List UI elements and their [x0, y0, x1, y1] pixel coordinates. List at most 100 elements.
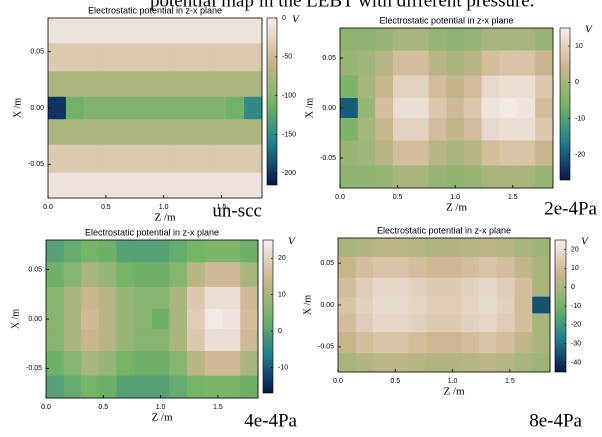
heat-cell [204, 262, 223, 288]
heat-cell [481, 75, 500, 99]
heat-cell [408, 238, 427, 258]
heat-cell [390, 313, 409, 333]
heat-cell [428, 75, 447, 99]
heat-cell [340, 28, 359, 51]
heat-cell [101, 43, 120, 72]
heat-cell [535, 28, 554, 51]
heat-cell [226, 18, 245, 44]
heat-cell [496, 256, 515, 279]
heat-cell [116, 286, 135, 310]
heat-cell [48, 43, 67, 72]
heat-cell [172, 43, 191, 72]
heat-cell [80, 240, 100, 263]
colorbar [266, 17, 278, 186]
heat-cell [517, 140, 536, 166]
heat-cell [357, 28, 376, 51]
heat-cell [444, 353, 462, 373]
heat-cell [461, 332, 480, 354]
heat-cell [204, 328, 223, 352]
heat-cell [535, 50, 554, 76]
heat-cell [83, 96, 102, 120]
heat-cell [83, 144, 102, 174]
x-tick-label: 0.0 [335, 194, 345, 201]
heat-cell [83, 172, 102, 199]
heat-cell [119, 172, 138, 199]
heat-cell [426, 313, 445, 333]
colorbar-tick-label: -50 [282, 54, 292, 61]
colorbar-label: V [292, 14, 300, 26]
heat-cell [204, 375, 223, 399]
heat-cell [222, 375, 241, 399]
colorbar-tick-label: 0 [571, 284, 575, 291]
heat-cell [152, 262, 170, 288]
heat-cell [375, 75, 394, 99]
heat-cell [532, 332, 551, 354]
heat-cell [496, 296, 515, 314]
heat-cell [63, 240, 82, 263]
heat-cell [338, 313, 357, 333]
heat-cell [80, 262, 100, 288]
heat-cell [48, 18, 67, 44]
heat-cell [222, 328, 241, 352]
heat-cell [116, 309, 135, 330]
heat-cell [155, 119, 173, 146]
y-tick-label: 0.05 [28, 266, 42, 273]
colorbar-tick-label: -40 [571, 359, 581, 366]
x-tick-label: 0.5 [390, 378, 400, 385]
heat-cell [152, 309, 170, 330]
heat-cell [408, 296, 427, 314]
heat-cell [98, 328, 117, 352]
heat-cell [517, 98, 536, 119]
heat-cell [48, 172, 67, 199]
heat-cell [244, 43, 263, 72]
colorbar [559, 27, 571, 181]
heat-cell [478, 277, 498, 298]
heat-cell [355, 313, 374, 333]
heat-cell [426, 332, 445, 354]
heat-cell [48, 144, 67, 174]
heat-cell [496, 332, 515, 354]
heat-cell [514, 353, 533, 373]
heat-cell [481, 140, 500, 166]
x-tick-label: 0.0 [43, 204, 53, 211]
heat-cell [204, 309, 223, 330]
heat-cell [63, 286, 82, 310]
heat-cell [375, 165, 394, 189]
heat-cell [461, 238, 480, 258]
heat-cell [532, 256, 551, 279]
colorbar-tick-label: 20 [278, 255, 286, 262]
heat-cell [190, 172, 209, 199]
heat-cell [226, 43, 245, 72]
heat-cell [98, 309, 117, 330]
y-tick-label: -0.05 [320, 155, 336, 162]
heat-cell [116, 375, 135, 399]
heat-cell [186, 351, 206, 377]
heat-cell [355, 238, 374, 258]
heat-cell [208, 71, 227, 98]
heat-cell [65, 172, 84, 199]
heat-cell [240, 328, 259, 352]
heat-cell [222, 286, 241, 310]
x-tick-label: 1.5 [508, 194, 518, 201]
heat-cell [190, 18, 209, 44]
heat-cell [134, 375, 153, 399]
heat-cell [410, 165, 430, 189]
heat-cell [499, 75, 518, 99]
heat-cell [63, 309, 82, 330]
heat-cell [375, 140, 394, 166]
heat-cell [98, 375, 117, 399]
heat-cell [134, 240, 153, 263]
heat-cell [410, 98, 430, 119]
heat-cell [426, 277, 445, 298]
heat-cell [190, 71, 209, 98]
heat-cell [208, 43, 227, 72]
heat-cell [152, 286, 170, 310]
heat-cell [357, 75, 376, 99]
heat-cell [446, 118, 465, 141]
heat-cell [463, 165, 483, 189]
heat-cell [137, 18, 156, 44]
heat-cell [48, 119, 67, 146]
heat-cell [172, 18, 191, 44]
heat-cell [517, 118, 536, 141]
